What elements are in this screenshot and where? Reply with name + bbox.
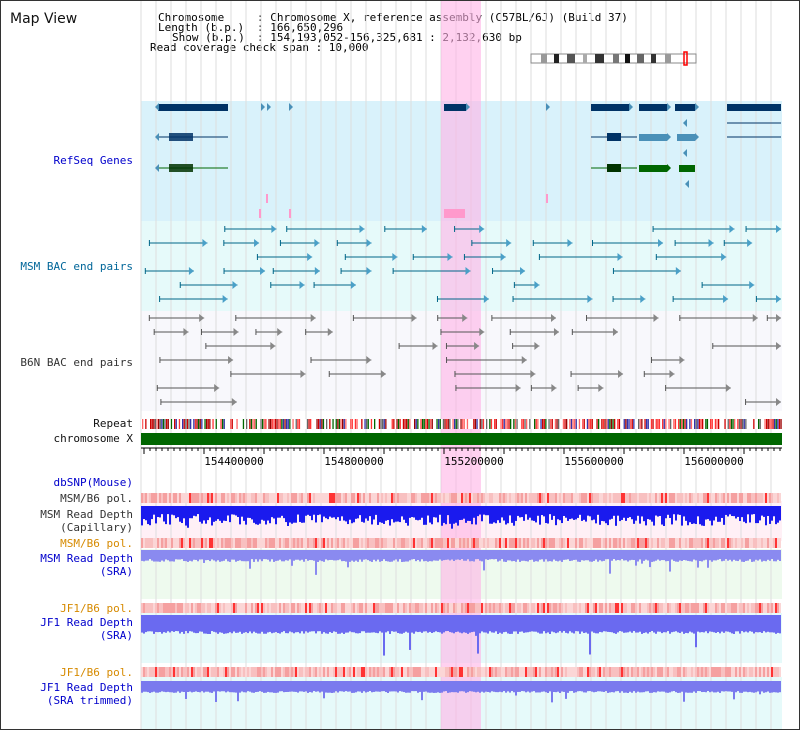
jf1-b6-pol-track-1[interactable] xyxy=(141,603,781,613)
track-label-refseq[interactable]: RefSeq Genes xyxy=(53,154,133,167)
track-label-jf1-depth-sra-sub: (SRA) xyxy=(99,629,133,642)
coverage-span: Read coverage check span : 10,000 xyxy=(150,41,369,54)
chromosome-bar[interactable] xyxy=(141,433,782,445)
jf1-read-depth-sra[interactable] xyxy=(141,615,781,656)
axis-tick-label: 154400000 xyxy=(204,455,264,468)
msm-b6-pol-track-2[interactable] xyxy=(141,538,781,548)
track-label-repeat[interactable]: Repeat xyxy=(93,417,133,430)
track-label-msm-bac[interactable]: MSM BAC end pairs xyxy=(20,260,133,273)
track-label-chromosome[interactable]: chromosome X xyxy=(53,432,133,445)
axis-tick-label: 155600000 xyxy=(564,455,624,468)
track-label-jf1-b6-pol-2[interactable]: JF1/B6 pol. xyxy=(60,666,133,679)
map-title: Map View xyxy=(10,11,78,27)
track-label-jf1-depth-trim-sub: (SRA trimmed) xyxy=(46,694,133,707)
chromosome-key: Chromosome xyxy=(158,11,225,24)
jf1-b6-pol-track-2[interactable] xyxy=(141,667,781,677)
msm-read-depth-capillary[interactable] xyxy=(141,506,781,529)
refseq-genes[interactable] xyxy=(155,103,781,218)
track-label-msm-b6-pol[interactable]: MSM/B6 pol. xyxy=(60,492,133,505)
track-label-jf1-depth-sra[interactable]: JF1 Read Depth xyxy=(40,616,133,629)
msm-bac-pairs[interactable] xyxy=(144,225,781,303)
track-label-jf1-b6-pol[interactable]: JF1/B6 pol. xyxy=(60,602,133,615)
track-label-jf1-depth-trim[interactable]: JF1 Read Depth xyxy=(40,681,133,694)
show-key: Show (b.p.) xyxy=(172,31,245,44)
b6n-bac-pairs[interactable] xyxy=(148,314,781,406)
repeat-track[interactable] xyxy=(141,419,782,429)
track-label-msm-depth-sra-sub: (SRA) xyxy=(99,565,133,578)
axis-tick-label: 155200000 xyxy=(444,455,504,468)
length-key: Length (b.p.) xyxy=(158,21,245,34)
axis-tick-label: 156000000 xyxy=(684,455,744,468)
track-label-msm-b6-pol-2[interactable]: MSM/B6 pol. xyxy=(60,537,133,550)
track-label-msm-depth-cap-sub: (Capillary) xyxy=(60,521,133,534)
position-axis xyxy=(141,447,782,454)
track-label-msm-depth-cap[interactable]: MSM Read Depth xyxy=(40,508,133,521)
jf1-read-depth-sra-trimmed[interactable] xyxy=(141,681,781,703)
length-value: : 166,650,296 xyxy=(257,21,344,34)
msm-b6-pol-track-1[interactable] xyxy=(141,493,781,503)
track-label-msm-depth-sra[interactable]: MSM Read Depth xyxy=(40,552,133,565)
track-label-b6n-bac[interactable]: B6N BAC end pairs xyxy=(20,356,133,369)
msm-read-depth-sra[interactable] xyxy=(141,550,781,575)
chromosome-ideogram[interactable] xyxy=(530,51,697,66)
track-label-dbsnp[interactable]: dbSNP(Mouse) xyxy=(53,476,133,489)
axis-tick-label: 154800000 xyxy=(324,455,384,468)
